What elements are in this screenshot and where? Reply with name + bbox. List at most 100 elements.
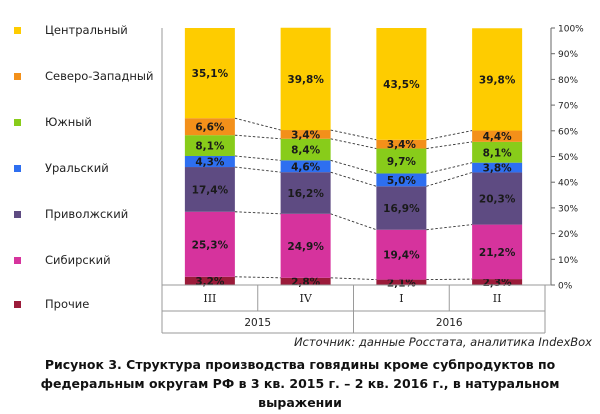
source-note: Источник: данные Росстата, аналитика Ind… xyxy=(293,335,592,349)
bar-segment xyxy=(376,148,427,174)
bar-segment xyxy=(184,155,235,168)
data-label: 3,8% xyxy=(483,163,513,175)
bar-segment xyxy=(472,162,523,173)
bar-segment xyxy=(376,28,427,140)
bar-segment xyxy=(376,139,427,149)
legend-item: Уральский xyxy=(14,160,109,176)
data-label: 4,3% xyxy=(195,157,225,169)
legend-item: Прочие xyxy=(14,296,89,312)
bar-segment xyxy=(376,229,427,280)
bar-segment xyxy=(184,167,235,212)
series-connector-line xyxy=(234,166,281,173)
data-label: 4,6% xyxy=(291,161,321,173)
x-tick-label: III xyxy=(203,292,216,305)
data-label: 6,6% xyxy=(195,122,225,134)
bar-segment xyxy=(184,135,235,156)
series-connector-line xyxy=(330,277,377,281)
legend-label: Приволжский xyxy=(45,207,129,221)
series-connector-line xyxy=(330,129,377,141)
legend-swatch xyxy=(14,300,21,308)
data-label: 8,1% xyxy=(483,147,513,159)
bar-segment xyxy=(472,141,523,163)
series-connector-line xyxy=(234,211,281,215)
data-label: 3,4% xyxy=(387,139,417,151)
data-label: 5,0% xyxy=(387,175,417,187)
data-label: 16,2% xyxy=(287,188,324,200)
bar-segment xyxy=(280,130,331,139)
data-label: 17,4% xyxy=(192,184,229,196)
bar-segment xyxy=(376,186,427,230)
series-connector-line xyxy=(234,134,281,140)
legend-swatch xyxy=(14,210,21,218)
series-connector-line xyxy=(330,159,377,174)
y-tick-label: 100% xyxy=(558,25,584,35)
legend-swatch xyxy=(14,118,21,126)
legend-item: Южный xyxy=(14,114,92,130)
legend-label: Уральский xyxy=(45,161,109,175)
bar-segment xyxy=(280,160,331,173)
bar-segment xyxy=(184,276,235,285)
x-tick-label: IV xyxy=(299,292,312,305)
x-group-label: 2016 xyxy=(436,317,463,329)
series-connector-line xyxy=(426,278,473,281)
bar-segment xyxy=(280,277,331,285)
y-tick-label: 30% xyxy=(558,204,578,214)
legend-swatch xyxy=(14,26,21,34)
bar-segment xyxy=(184,211,235,277)
bar-segment xyxy=(376,279,427,285)
figure-caption: Рисунок 3. Структура производства говяди… xyxy=(0,355,600,412)
data-label: 3,4% xyxy=(291,129,321,141)
y-tick-label: 0% xyxy=(558,282,573,292)
bar-segment xyxy=(280,213,331,278)
legend-item: Сибирский xyxy=(14,252,111,268)
bar-segment xyxy=(184,28,235,119)
bar-segment xyxy=(472,172,523,225)
x-group-label: 2015 xyxy=(244,317,271,329)
y-tick-label: 80% xyxy=(558,76,578,86)
legend-item: Центральный xyxy=(14,22,128,38)
y-tick-label: 20% xyxy=(558,230,578,240)
y-tick-label: 60% xyxy=(558,127,578,137)
data-label: 25,3% xyxy=(192,239,229,251)
series-connector-line xyxy=(426,162,473,174)
caption-line-1: Рисунок 3. Структура производства говяди… xyxy=(44,357,556,372)
series-connector-line xyxy=(234,276,281,279)
data-label: 39,8% xyxy=(479,74,516,86)
series-connector-line xyxy=(426,141,473,149)
legend-swatch xyxy=(14,72,21,80)
caption-line-3: выражении xyxy=(258,395,342,410)
data-label: 2,1% xyxy=(387,277,417,289)
bar-segment xyxy=(184,118,235,136)
bar-segment xyxy=(280,138,331,161)
data-label: 4,4% xyxy=(483,131,513,143)
legend-label: Южный xyxy=(45,115,92,129)
data-label: 2,8% xyxy=(291,276,321,288)
series-connector-line xyxy=(330,213,377,231)
y-tick-label: 10% xyxy=(558,256,578,266)
data-label: 43,5% xyxy=(383,79,420,91)
legend-label: Сибирский xyxy=(45,253,111,267)
data-label: 2,3% xyxy=(483,277,513,289)
data-label: 39,8% xyxy=(287,74,324,86)
data-label: 8,1% xyxy=(195,141,225,153)
series-connector-line xyxy=(234,117,281,131)
data-label: 16,9% xyxy=(383,203,420,215)
legend-item: Приволжский xyxy=(14,206,128,222)
caption-line-2: федеральным округам РФ в 3 кв. 2015 г. –… xyxy=(40,376,560,391)
y-tick-label: 40% xyxy=(558,179,578,189)
data-label: 8,4% xyxy=(291,145,321,157)
series-connector-line xyxy=(426,172,473,187)
bar-segment xyxy=(280,27,331,131)
y-tick-label: 50% xyxy=(558,153,578,163)
series-connector-line xyxy=(330,171,377,187)
y-tick-label: 90% xyxy=(558,50,578,60)
bar-segment xyxy=(472,279,523,285)
bar-segment xyxy=(280,172,331,214)
data-label: 9,7% xyxy=(387,156,417,168)
legend-label: Северо-Западный xyxy=(45,69,154,83)
bar-segment xyxy=(376,173,427,187)
data-label: 20,3% xyxy=(479,194,516,206)
legend-item: Северо-Западный xyxy=(14,68,153,84)
